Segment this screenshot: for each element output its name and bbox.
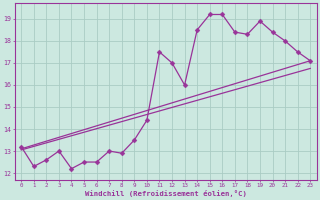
X-axis label: Windchill (Refroidissement éolien,°C): Windchill (Refroidissement éolien,°C) xyxy=(85,190,247,197)
